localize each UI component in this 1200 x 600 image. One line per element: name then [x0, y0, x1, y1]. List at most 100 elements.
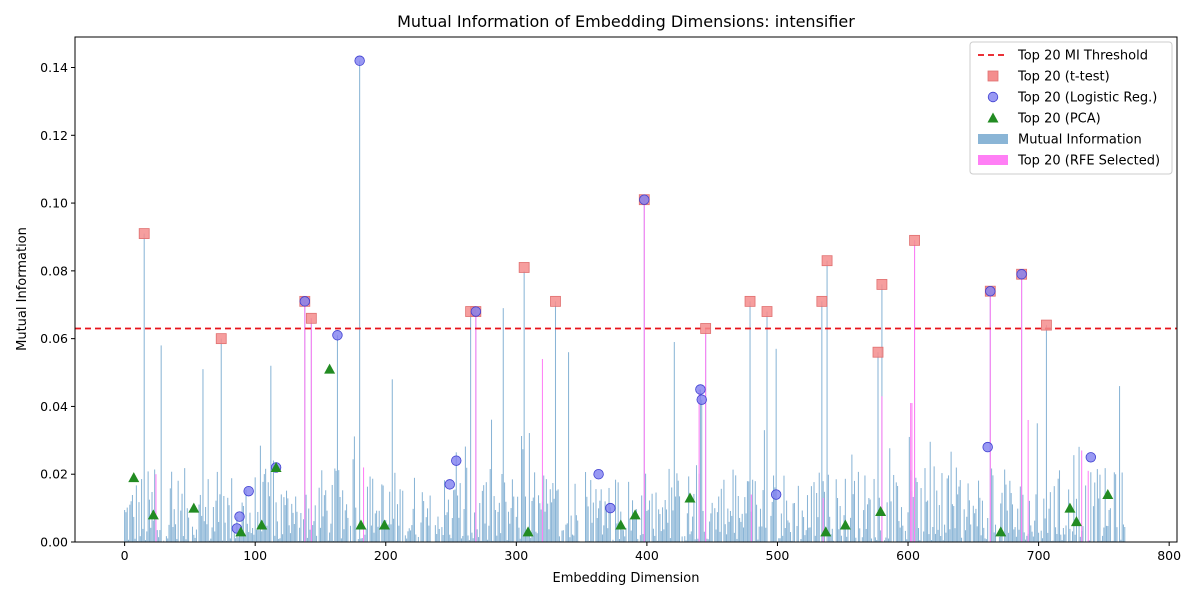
mi-bar [1092, 506, 1094, 542]
pca-point [188, 502, 200, 513]
mi-bar [274, 535, 276, 542]
mi-bar [1069, 528, 1071, 542]
mi-bar [438, 528, 440, 542]
mi-bar [823, 491, 825, 542]
mi-bar [459, 483, 461, 542]
mi-bar [876, 540, 878, 542]
mi-bar [314, 505, 316, 542]
mi-bar [688, 476, 690, 542]
mi-bar [248, 532, 250, 542]
mi-bar [714, 508, 716, 542]
mi-bar [269, 496, 271, 542]
mi-bar [826, 260, 828, 542]
mi-bar [133, 516, 135, 542]
mi-bar [1049, 492, 1051, 542]
mi-bar [214, 531, 216, 542]
mi-bar [206, 524, 208, 542]
mi-bar [951, 504, 953, 542]
mi-bar [941, 473, 943, 542]
mi-bar [420, 522, 422, 542]
mi-bar [933, 466, 935, 542]
mi-bar [780, 513, 782, 542]
mi-bar [625, 527, 627, 542]
mi-bar [1031, 531, 1033, 542]
mi-bar [786, 500, 788, 542]
mi-bar [1122, 524, 1124, 542]
mi-bar [316, 535, 318, 542]
logreg-point [234, 511, 245, 522]
mi-bar [218, 521, 220, 542]
mi-bar [968, 500, 970, 542]
mi-bar [201, 515, 203, 542]
rfe-bar [750, 494, 752, 542]
mi-bar [509, 523, 511, 542]
mi-bar [1107, 526, 1109, 542]
mi-bar [1098, 498, 1100, 542]
mi-bar [129, 504, 131, 542]
mi-bar [689, 534, 691, 542]
mi-bar [1043, 498, 1045, 542]
mi-bar [216, 471, 218, 542]
mi-bar [621, 529, 623, 542]
mi-bar [983, 527, 985, 542]
mi-bar [329, 532, 331, 542]
mi-bar [706, 538, 708, 542]
mi-bar [188, 517, 190, 542]
mi-bar [701, 399, 703, 542]
mi-bar [245, 489, 247, 542]
logreg-point [695, 384, 706, 395]
mi-bar [1019, 486, 1021, 542]
mi-bar [917, 528, 919, 542]
mi-bar [729, 510, 731, 542]
x-tick-label: 100 [243, 548, 267, 563]
pca-point [235, 526, 247, 537]
mi-bar [1104, 468, 1106, 542]
mi-bar [839, 506, 841, 542]
mi-bar [692, 516, 694, 542]
mi-bar [867, 504, 869, 542]
mi-bar [693, 493, 695, 542]
mi-bar [919, 540, 921, 542]
mi-bar [878, 497, 880, 542]
mi-bar [565, 524, 567, 542]
mi-bar [395, 540, 397, 542]
mi-bar [557, 489, 559, 542]
mi-bar [258, 530, 260, 542]
mi-bar [720, 488, 722, 542]
mi-bar [553, 498, 555, 542]
mi-bar [425, 517, 427, 542]
mi-bar [241, 502, 243, 542]
mi-bar [521, 436, 523, 542]
mi-bar [447, 499, 449, 542]
mi-bar [641, 495, 643, 542]
mi-bar [360, 538, 362, 542]
mi-bar [544, 511, 546, 542]
mi-bar [413, 477, 415, 542]
mi-bar [912, 496, 914, 542]
mi-bar [808, 527, 810, 542]
mi-bar [906, 539, 908, 542]
mi-bar [792, 503, 794, 542]
mi-bar [659, 514, 661, 542]
mi-bar [327, 540, 329, 542]
pca-point [324, 363, 336, 374]
mi-bar [480, 540, 482, 542]
legend-label-pca: Top 20 (PCA) [1017, 112, 1101, 127]
mi-bar [890, 501, 892, 542]
mi-bar [163, 540, 165, 542]
mi-bar [1056, 534, 1058, 542]
mi-bar [775, 348, 777, 542]
legend-label-threshold: Top 20 MI Threshold [1017, 49, 1148, 64]
mi-bar [540, 509, 542, 542]
mi-bar [220, 338, 222, 542]
mi-bar [466, 467, 468, 542]
rfe-bar [310, 318, 312, 542]
mi-bar [961, 537, 963, 542]
x-tick-label: 200 [374, 548, 398, 563]
legend-label-mi: Mutual Information [1018, 133, 1142, 148]
mi-bar [138, 502, 140, 542]
legend-box [969, 41, 1173, 175]
mi-bar [628, 481, 630, 542]
mi-bar [639, 535, 641, 542]
mi-bar [1113, 472, 1115, 542]
